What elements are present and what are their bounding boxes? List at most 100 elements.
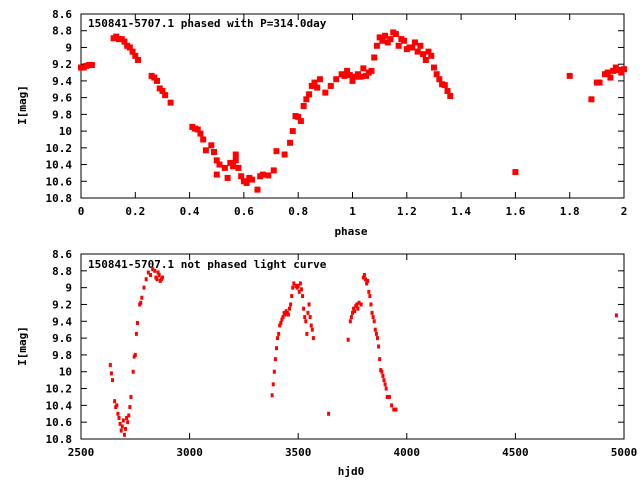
phased-data-point [414, 48, 421, 55]
phased-data-point [216, 161, 223, 168]
unphased-data-point [349, 315, 353, 320]
phased-data-point [441, 82, 448, 89]
unphased-y-tick-labels: 8.6 8.8 9 9.2 9.4 9.6 9.8 10 10.2 10.4 10.6 10.8 [46, 248, 73, 446]
phased-data-point [308, 82, 315, 89]
unphased-data-point [140, 295, 144, 300]
unphased-data-point [157, 273, 161, 278]
phased-data-point [322, 89, 329, 96]
phased-data-point [384, 39, 391, 46]
unphased-data-point [298, 281, 302, 286]
unphased-x-tick-label: 4500 [502, 446, 529, 459]
unphased-data-point [115, 403, 119, 408]
phased-data-point [306, 91, 313, 98]
phased-y-tick-label: 9.6 [52, 92, 72, 105]
unphased-data-point [155, 277, 159, 282]
phased-x-tick-labels: 0 0.2 0.4 0.6 0.8 1 1.2 1.4 1.6 1.8 2 [78, 205, 628, 218]
unphased-x-tick-label: 5000 [611, 446, 638, 459]
phased-y-tick-label: 8.6 [52, 8, 72, 21]
phased-data-point [382, 32, 389, 39]
unphased-data-point [270, 393, 274, 398]
unphased-data-point [283, 312, 287, 317]
phased-data-point [197, 130, 204, 137]
phased-data-point [401, 37, 408, 44]
phased-data-point [297, 118, 304, 125]
phased-data-point [566, 72, 573, 79]
phased-y-tick-label: 10.6 [46, 175, 73, 188]
unphased-data-point [289, 302, 293, 307]
phased-data-point [254, 186, 261, 193]
phased-data-point [447, 92, 454, 99]
phased-data-point [154, 77, 161, 84]
phased-data-point [300, 103, 307, 109]
phased-x-tick-label: 0.6 [234, 205, 254, 218]
unphased-data-point [113, 399, 117, 404]
unphased-data-point [290, 294, 294, 299]
unphased-data-point [378, 357, 382, 362]
phased-data-point [376, 34, 383, 41]
phased-data-point [88, 62, 95, 69]
phased-data-point [373, 42, 380, 49]
phased-x-tick-label: 0.2 [125, 205, 145, 218]
unphased-y-tick-label: 9 [65, 282, 72, 295]
unphased-data-point [390, 403, 394, 408]
unphased-data-point [367, 289, 371, 294]
unphased-data-point [382, 378, 386, 383]
unphased-plot-frame [80, 253, 625, 440]
unphased-data-point [135, 320, 139, 325]
unphased-data-point [394, 407, 398, 412]
phased-data-point [281, 151, 288, 158]
unphased-data-point [383, 382, 387, 387]
phased-data-point [349, 77, 356, 84]
unphased-data-point [108, 363, 112, 367]
unphased-y-tick-label: 10.8 [46, 433, 73, 446]
phased-y-tick-label: 9.2 [52, 58, 72, 71]
phased-data-point [604, 69, 611, 76]
unphased-data-point [120, 424, 124, 429]
phased-data-point [436, 76, 443, 83]
phased-plot-border [80, 13, 625, 199]
unphased-data-point [377, 344, 381, 349]
phased-data-point [224, 174, 231, 181]
unphased-data-point [310, 327, 314, 332]
unphased-data-point [292, 281, 296, 286]
unphased-data-point [351, 310, 354, 315]
phased-data-point [232, 151, 239, 158]
phased-data-point [596, 79, 603, 86]
phased-y-tick-label: 9 [65, 41, 72, 54]
phased-data-point [379, 37, 386, 44]
phased-x-tick-label: 1.6 [505, 205, 525, 218]
unphased-data-point [311, 336, 315, 341]
unphased-data-point [119, 428, 123, 433]
unphased-data-point [368, 294, 372, 299]
phased-data-point [227, 159, 234, 166]
phased-x-tick-label: 0 [78, 205, 85, 218]
unphased-data-point [126, 420, 130, 425]
unphased-data-point [372, 319, 376, 324]
unphased-data-point [142, 285, 146, 290]
unphased-data-point [118, 421, 122, 426]
unphased-data-points [108, 267, 618, 437]
unphased-data-point [374, 331, 378, 336]
phased-data-point [417, 42, 424, 49]
phased-data-point [221, 164, 228, 171]
phased-data-point [425, 48, 432, 55]
phased-data-point [344, 67, 351, 74]
phased-data-point [265, 172, 272, 179]
unphased-data-point [279, 320, 283, 325]
unphased-data-point [271, 382, 275, 387]
phased-data-point [303, 96, 310, 103]
phased-data-point [610, 67, 617, 74]
phased-data-point [316, 76, 323, 83]
phased-data-point [420, 51, 427, 58]
unphased-data-point [131, 369, 135, 374]
unphased-data-point [371, 315, 375, 320]
unphased-data-point [109, 371, 113, 376]
unphased-y-tick-label: 10.4 [46, 399, 73, 412]
phased-data-point [360, 65, 367, 72]
unphased-data-point [124, 426, 128, 431]
unphased-y-tick-label: 9.4 [52, 315, 72, 328]
unphased-data-point [355, 302, 359, 307]
unphased-data-point [299, 287, 303, 292]
phased-data-point [202, 147, 209, 154]
